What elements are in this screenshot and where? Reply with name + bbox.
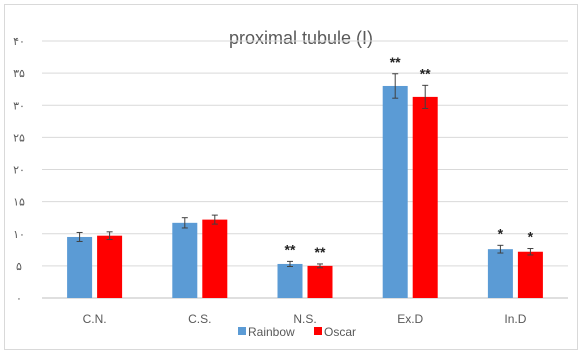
significance-marker: ** [315,244,326,260]
legend-label-rainbow: Rainbow [248,325,295,339]
bar-oscar [97,235,123,298]
category-label: N.S. [293,312,316,326]
category-label: Ex.D [397,312,423,326]
y-tick-label: ١٠ [13,229,25,241]
significance-marker: * [528,229,534,245]
y-tick-label: ٣۵ [13,68,25,80]
bar-rainbow [67,236,93,298]
bars [67,85,543,299]
significance-markers: ** ******* * [285,54,534,260]
y-tick-label: ٠ [16,293,22,305]
legend: Rainbow Oscar [238,325,356,339]
bar-oscar [307,265,333,298]
chart-title: proximal tubule (I) [229,28,373,48]
legend-label-oscar: Oscar [324,325,356,339]
bar-rainbow [172,222,198,298]
legend-swatch-oscar [314,327,322,335]
category-label: C.S. [188,312,211,326]
bar-oscar [202,219,228,298]
x-axis-categories: C.N. C.S. N.S. Ex.D In.D [83,312,527,326]
bar-rainbow [277,263,303,298]
y-tick-label: ٣٠ [13,100,25,112]
legend-swatch-rainbow [238,327,246,335]
bar-rainbow [487,249,513,298]
bar-oscar [517,251,543,298]
bar-oscar [412,96,438,299]
error-bars [76,73,534,269]
significance-marker: ** [285,241,296,257]
bar-rainbow [382,85,408,298]
category-label: In.D [504,312,526,326]
y-tick-label: ۵ [16,261,22,273]
gridlines [42,40,568,299]
y-tick-label: ٢۵ [13,132,25,144]
significance-marker: ** [420,65,431,81]
y-tick-label: ۴٠ [13,36,25,48]
y-tick-label: ١۵ [13,197,25,209]
y-tick-label: ٢٠ [13,165,25,177]
significance-marker: * [498,225,504,241]
significance-marker: ** [390,54,401,70]
category-label: C.N. [83,312,107,326]
y-axis-ticks: ٠ ۵ ١٠ ١۵ ٢٠ ٢۵ ٣٠ ٣۵ ۴٠ [13,36,25,305]
